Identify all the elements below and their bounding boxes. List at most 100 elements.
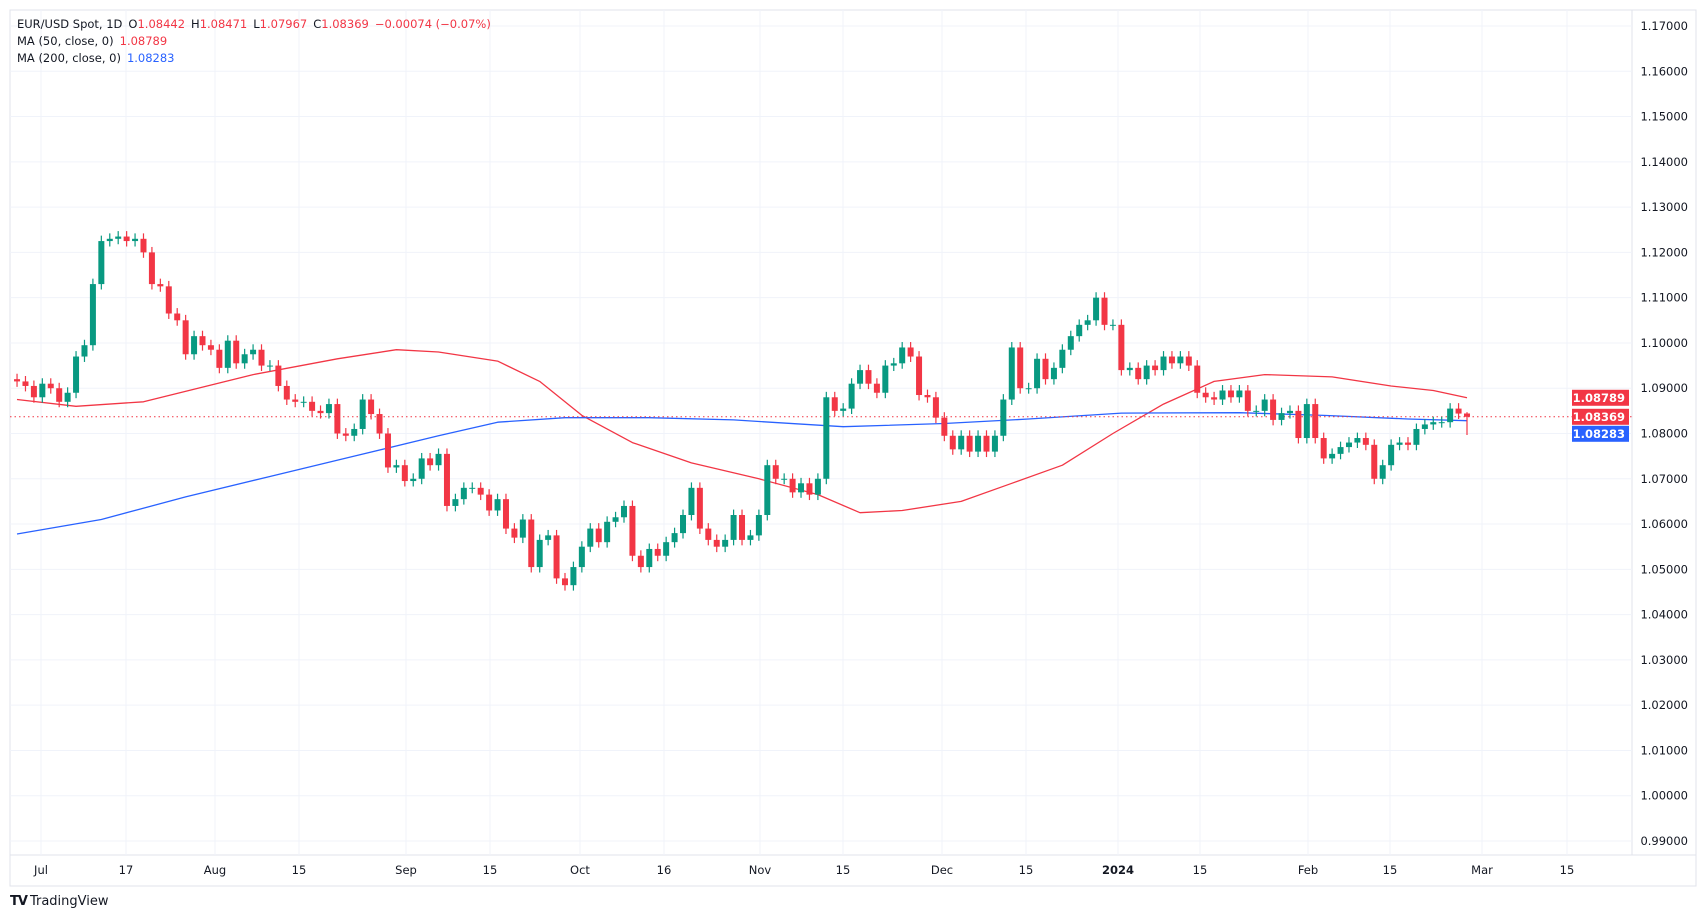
candle bbox=[688, 482, 695, 521]
candle bbox=[1244, 385, 1251, 417]
candle bbox=[907, 342, 914, 362]
price-tag-bg bbox=[1572, 389, 1629, 406]
candle-body bbox=[1008, 347, 1015, 400]
candle bbox=[64, 387, 71, 408]
candle-body bbox=[1194, 365, 1201, 393]
candle bbox=[1329, 448, 1336, 464]
ma200-value: 1.08283 bbox=[126, 51, 175, 65]
candle bbox=[1413, 423, 1420, 451]
tradingview-logo-text: TradingView bbox=[29, 894, 109, 909]
candle bbox=[604, 516, 611, 548]
candle bbox=[932, 391, 939, 424]
candle bbox=[283, 380, 290, 405]
candle bbox=[410, 473, 417, 487]
candle-body bbox=[966, 435, 973, 452]
candle bbox=[56, 382, 63, 408]
candle-body bbox=[848, 383, 855, 409]
candle-body bbox=[427, 458, 434, 466]
candle bbox=[216, 344, 223, 374]
candle bbox=[612, 511, 619, 528]
candle bbox=[789, 473, 796, 498]
candle bbox=[452, 493, 459, 512]
candle-body bbox=[857, 370, 864, 384]
ma200-label: MA (200, close, 0) bbox=[17, 51, 121, 65]
candle bbox=[1050, 362, 1057, 385]
candle bbox=[1396, 437, 1403, 451]
candle-body bbox=[730, 515, 737, 540]
candle-body bbox=[772, 465, 779, 479]
candle-body bbox=[595, 528, 602, 543]
candle bbox=[401, 459, 408, 487]
candle-body bbox=[435, 453, 442, 466]
time-axis[interactable]: Jul 17 Aug 15 Sep 15 Oct 16 Nov 15 Dec 15 2024 15 Feb 1… bbox=[33, 863, 1574, 877]
price-tick-label: 1.00000 bbox=[1640, 789, 1688, 803]
price-axis[interactable]: 1.17000 1.16000 1.15000 1.14000 1.13000 1.120… bbox=[1640, 19, 1688, 848]
candle-body bbox=[1059, 349, 1066, 368]
ma50-label: MA (50, close, 0) bbox=[17, 34, 114, 48]
time-tick-label: Mar bbox=[1471, 863, 1493, 877]
candle-body bbox=[1421, 424, 1428, 429]
price-tick-label: 1.15000 bbox=[1640, 110, 1688, 124]
legend-ma50[interactable]: MA (50, close, 0) 1.08789 bbox=[17, 34, 173, 48]
candle-body bbox=[1320, 438, 1327, 459]
price-tick-label: 1.06000 bbox=[1640, 517, 1688, 531]
legend-ohlc: EUR/USD Spot, 1D O1.08442 H1.08471 L1.07967… bbox=[17, 17, 497, 31]
candle bbox=[157, 278, 164, 292]
price-tag-bg bbox=[1572, 408, 1629, 425]
candle-body bbox=[561, 578, 568, 586]
candle-body bbox=[764, 465, 771, 515]
candle bbox=[418, 452, 425, 485]
candle-body bbox=[1312, 404, 1319, 439]
candle bbox=[98, 235, 105, 290]
candle-body bbox=[1455, 408, 1462, 414]
candle bbox=[174, 308, 181, 326]
candle-body bbox=[924, 395, 931, 398]
candle-body bbox=[317, 410, 324, 414]
candle bbox=[427, 452, 434, 471]
candle-body bbox=[975, 435, 982, 452]
candle bbox=[1211, 391, 1218, 405]
legend-change: −0.00074 (−0.07%) bbox=[374, 17, 491, 31]
candle-body bbox=[781, 478, 788, 480]
candle bbox=[1194, 360, 1201, 399]
candle-body bbox=[511, 528, 518, 538]
candle-body bbox=[612, 517, 619, 522]
candle-body bbox=[1101, 297, 1108, 325]
candle-body bbox=[342, 433, 349, 436]
candle-body bbox=[22, 381, 29, 386]
candle-body bbox=[680, 515, 687, 534]
candle-body bbox=[604, 521, 611, 543]
candle bbox=[1286, 405, 1293, 419]
candle bbox=[275, 360, 282, 392]
candle bbox=[1379, 459, 1386, 485]
candle-body bbox=[1354, 438, 1361, 443]
candle bbox=[924, 389, 931, 403]
candle-body bbox=[81, 345, 88, 357]
legend-ma200[interactable]: MA (200, close, 0) 1.08283 bbox=[17, 51, 181, 65]
candle bbox=[443, 448, 450, 512]
candle bbox=[553, 529, 560, 584]
candle bbox=[966, 430, 973, 458]
candle bbox=[528, 514, 535, 573]
candle bbox=[1421, 419, 1428, 435]
tradingview-logo[interactable]: TV TradingView bbox=[10, 894, 108, 909]
candle bbox=[1185, 351, 1192, 372]
candle bbox=[1455, 403, 1462, 420]
price-tick-label: 1.11000 bbox=[1640, 291, 1688, 305]
candle bbox=[1076, 319, 1083, 342]
candle-body bbox=[798, 483, 805, 493]
candle bbox=[292, 394, 299, 408]
candle bbox=[865, 364, 872, 390]
candle bbox=[1177, 351, 1184, 369]
candle bbox=[1202, 387, 1209, 403]
candle-body bbox=[39, 383, 46, 398]
price-tick-label: 1.14000 bbox=[1640, 155, 1688, 169]
candle bbox=[545, 529, 552, 546]
candle-body bbox=[570, 567, 577, 586]
candle bbox=[1464, 412, 1470, 435]
candle-body bbox=[140, 238, 147, 253]
candle-body bbox=[401, 465, 408, 482]
candle-body bbox=[1388, 444, 1395, 466]
time-tick-label: Oct bbox=[570, 863, 590, 877]
